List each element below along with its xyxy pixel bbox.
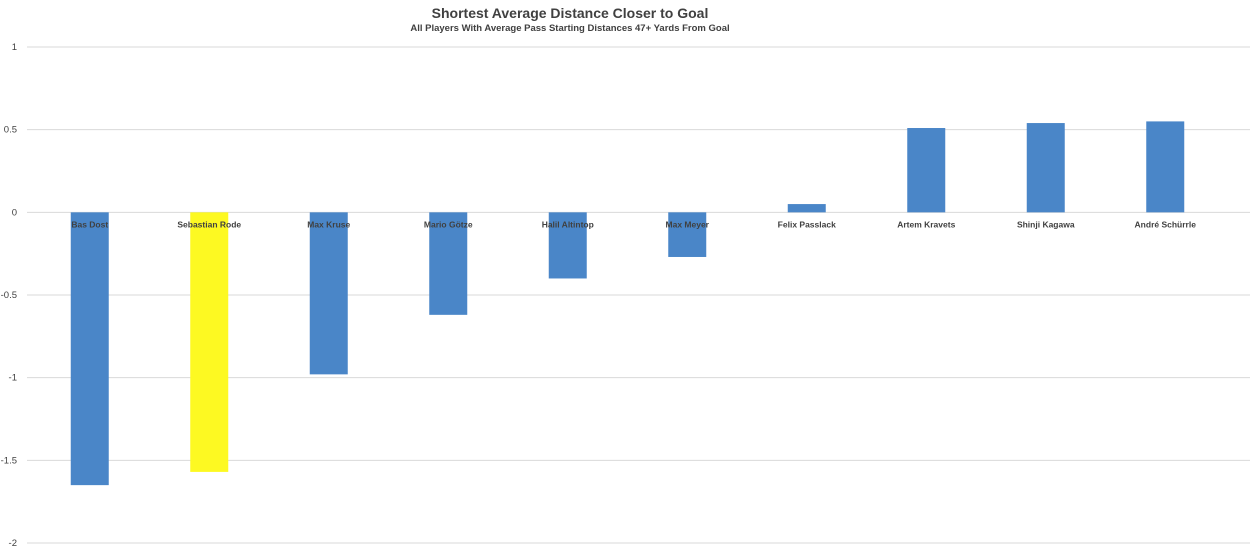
category-label: Max Meyer xyxy=(666,219,710,229)
bar xyxy=(1146,121,1185,213)
category-label: Halil Altintop xyxy=(542,219,594,229)
bar xyxy=(907,128,946,213)
y-tick-label: 0 xyxy=(12,207,17,218)
y-axis-tick-labels: 1 0.5 0 -0.5 -1 -1.5 -2 xyxy=(1,42,17,549)
bar xyxy=(309,212,348,375)
y-tick-label: -0.5 xyxy=(1,290,17,301)
bars xyxy=(70,121,1185,486)
category-labels: Bas Dost Sebastian Rode Max Kruse Mario Göt… xyxy=(71,219,1196,229)
category-label: Felix Passlack xyxy=(778,219,836,229)
chart-title: Shortest Average Distance Closer to Goal xyxy=(432,5,709,21)
y-tick-label: -1.5 xyxy=(1,455,17,466)
y-tick-label: -2 xyxy=(9,538,17,549)
bar xyxy=(1026,123,1065,213)
chart-subtitle: All Players With Average Pass Starting D… xyxy=(410,23,729,34)
bar xyxy=(70,212,109,486)
y-tick-label: 0.5 xyxy=(4,125,17,136)
category-label: Mario Götze xyxy=(424,219,473,229)
category-label: Max Kruse xyxy=(307,219,350,229)
category-label: Artem Kravets xyxy=(897,219,955,229)
category-label: Shinji Kagawa xyxy=(1017,219,1075,229)
gridlines xyxy=(27,46,1250,544)
bar xyxy=(548,212,587,279)
bar xyxy=(787,204,826,213)
bar xyxy=(190,212,229,472)
category-label: Bas Dost xyxy=(71,219,108,229)
category-label: André Schürrle xyxy=(1135,219,1197,229)
bar xyxy=(668,212,707,257)
bar xyxy=(429,212,468,315)
y-tick-label: -1 xyxy=(9,373,17,384)
category-label: Sebastian Rode xyxy=(177,219,241,229)
y-tick-label: 1 xyxy=(12,42,17,53)
